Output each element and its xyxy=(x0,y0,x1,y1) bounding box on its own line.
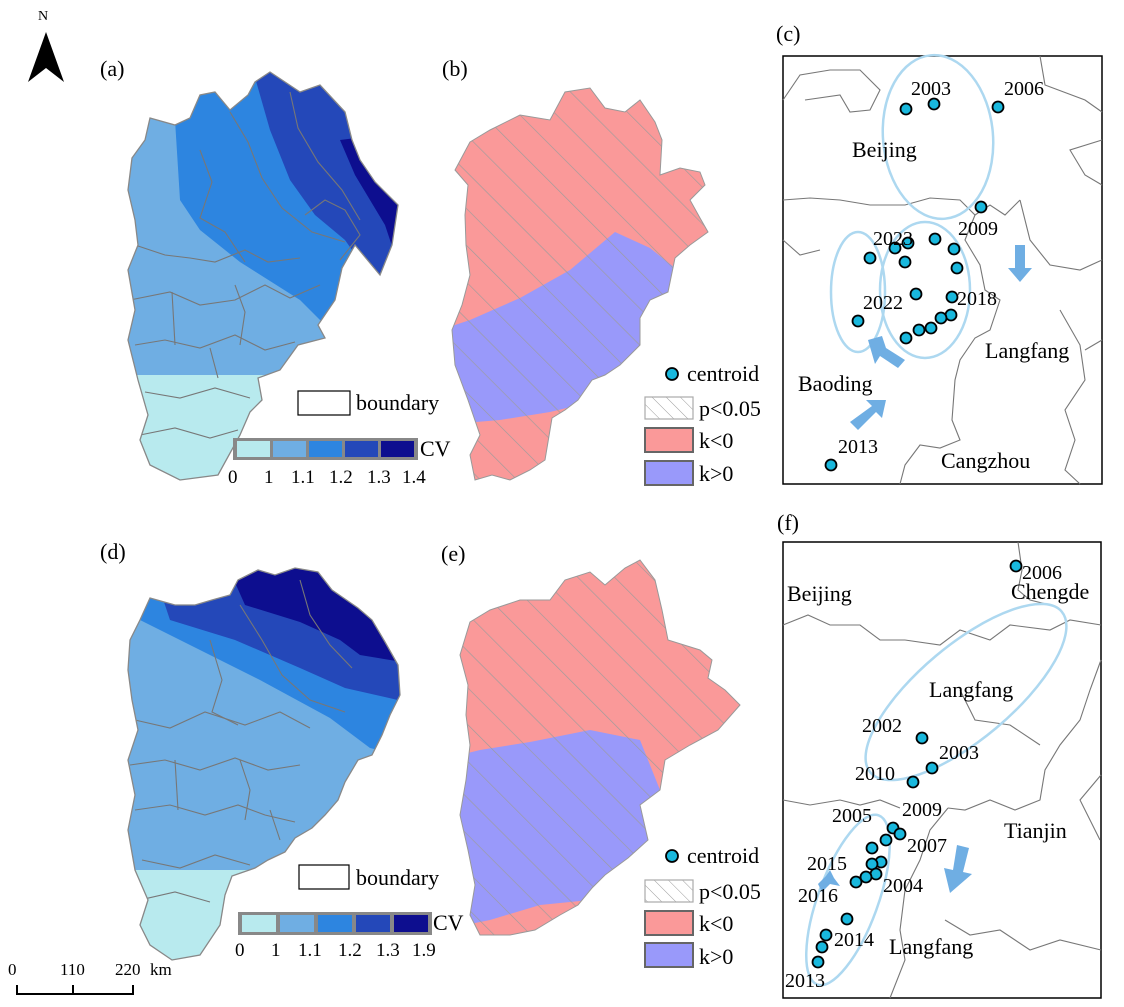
place-label: Beijing xyxy=(787,581,852,606)
legend-centroid-label: centroid xyxy=(687,361,760,386)
year-label: 2013 xyxy=(785,970,825,992)
movement-arrow-icon xyxy=(850,245,1032,430)
year-label: 2005 xyxy=(832,805,872,827)
place-label: Chengde xyxy=(1011,579,1090,604)
scale-tick-220: 220 xyxy=(115,960,141,979)
year-label: 2023 xyxy=(873,228,913,250)
north-label: N xyxy=(38,9,49,24)
legend-bottom-mid xyxy=(644,849,694,968)
year-label: 2004 xyxy=(883,875,923,897)
place-label: Cangzhou xyxy=(941,448,1031,473)
year-label: 2006 xyxy=(1022,562,1062,584)
panel-label-a: (a) xyxy=(100,56,125,81)
legend-cv-tick: 1.3 xyxy=(376,940,400,961)
year-label: 2015 xyxy=(807,853,847,875)
panel-label-d: (d) xyxy=(100,539,126,564)
legend-cv-tick: 1.3 xyxy=(367,467,391,488)
legend-boundary-label: boundary xyxy=(356,390,440,415)
panel-label-c: (c) xyxy=(776,21,801,46)
legend-cv-tick: 0 xyxy=(235,940,245,961)
legend-centroid-label: centroid xyxy=(687,843,760,868)
year-label: 2013 xyxy=(838,436,878,458)
scale-unit: km xyxy=(150,960,172,979)
legend-boundary-label: boundary xyxy=(356,865,440,890)
map-f xyxy=(782,541,1102,999)
legend-k-pos-label: k>0 xyxy=(699,461,734,486)
year-label: 2002 xyxy=(862,715,902,737)
year-label: 2009 xyxy=(958,218,998,240)
north-arrow-icon xyxy=(28,32,64,82)
legend-significance-label: p<0.05 xyxy=(699,879,761,904)
scale-tick-110: 110 xyxy=(60,960,85,979)
legend-k-neg-label: k<0 xyxy=(699,911,734,936)
map-c xyxy=(782,53,1103,485)
legend-cv-tick: 1 xyxy=(271,940,281,961)
legend-top-left xyxy=(233,390,418,460)
legend-cv-title: CV xyxy=(420,436,451,461)
legend-cv-tick: 0 xyxy=(228,467,238,488)
scale-tick-0: 0 xyxy=(8,960,17,979)
legend-significance-label: p<0.05 xyxy=(699,396,761,421)
year-label: 2016 xyxy=(798,885,838,907)
legend-cv-tick: 1.2 xyxy=(329,467,353,488)
map-a xyxy=(127,71,399,481)
map-e xyxy=(459,559,741,936)
year-label: 2009 xyxy=(902,799,942,821)
scale-bar xyxy=(16,985,134,995)
year-label: 2018 xyxy=(957,288,997,310)
legend-top-mid xyxy=(644,367,694,486)
year-label: 2022 xyxy=(863,292,903,314)
place-label: Langfang xyxy=(929,677,1014,702)
legend-cv-tick: 1.2 xyxy=(338,940,362,961)
legend-cv-tick: 1.9 xyxy=(412,940,436,961)
place-label: Tianjin xyxy=(1004,818,1067,843)
legend-k-pos-label: k>0 xyxy=(699,944,734,969)
year-label: 2006 xyxy=(1004,78,1044,100)
panel-label-f: (f) xyxy=(777,510,799,535)
year-label: 2003 xyxy=(911,78,951,100)
legend-cv-tick: 1.4 xyxy=(402,467,426,488)
place-label: Baoding xyxy=(798,371,873,396)
legend-k-neg-label: k<0 xyxy=(699,428,734,453)
panel-label-e: (e) xyxy=(441,541,466,566)
year-label: 2010 xyxy=(855,763,895,785)
place-label: Langfang xyxy=(985,338,1070,363)
year-label: 2014 xyxy=(834,929,874,951)
legend-cv-tick: 1.1 xyxy=(298,940,322,961)
place-label: Langfang xyxy=(889,934,974,959)
legend-cv-tick: 1.1 xyxy=(291,467,315,488)
year-label: 2003 xyxy=(939,742,979,764)
place-label: Beijing xyxy=(852,137,917,162)
movement-arrow-icon xyxy=(818,845,972,893)
panel-label-b: (b) xyxy=(442,56,468,81)
year-label: 2007 xyxy=(907,835,947,857)
legend-cv-title: CV xyxy=(433,910,464,935)
legend-cv-tick: 1 xyxy=(264,467,274,488)
legend-bottom-left xyxy=(238,864,432,935)
